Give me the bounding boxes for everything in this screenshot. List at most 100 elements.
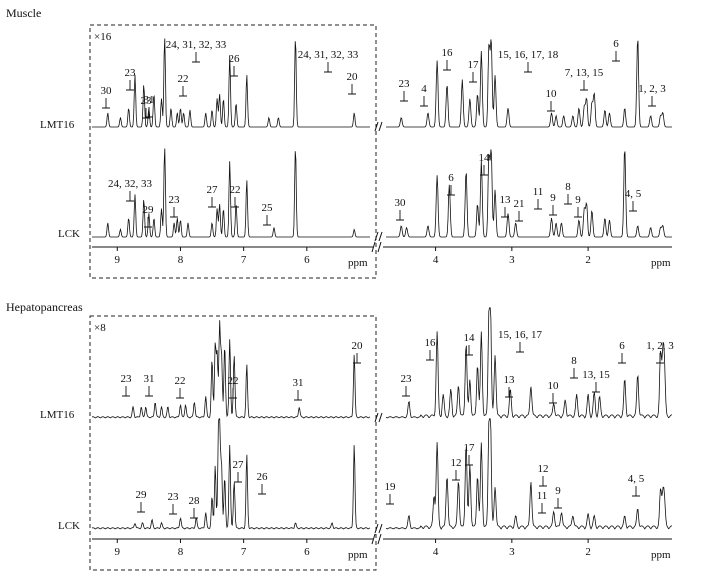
panel-title: Hepatopancreas bbox=[6, 300, 83, 314]
peak-label: 1, 2, 3 bbox=[646, 340, 674, 352]
spectra-group bbox=[92, 38, 672, 242]
peak-label: 16 bbox=[425, 337, 437, 349]
peak-label: 21 bbox=[514, 198, 525, 210]
x-tick-label: 8 bbox=[178, 254, 184, 266]
peak-marker bbox=[447, 185, 455, 196]
peak-label: 8 bbox=[571, 355, 577, 367]
spectrum-lmt16-aliphatic bbox=[385, 307, 672, 419]
peak-marker bbox=[426, 350, 434, 361]
peak-marker bbox=[126, 80, 134, 91]
x-tick-label: 8 bbox=[178, 546, 184, 558]
spectrum-lck-aromatic bbox=[91, 418, 371, 530]
x-axis-label-right: ppm bbox=[651, 549, 671, 561]
peak-label: 23 bbox=[169, 194, 181, 206]
baseline-break-mark bbox=[374, 523, 383, 534]
peak-marker bbox=[574, 207, 582, 218]
peak-marker bbox=[402, 386, 410, 397]
x-tick-label: 7 bbox=[241, 254, 247, 266]
peak-label: 1, 2, 3 bbox=[638, 83, 666, 95]
peak-marker bbox=[580, 80, 588, 91]
spectra-group bbox=[91, 307, 672, 534]
baseline-break-mark bbox=[374, 231, 383, 242]
peak-label: 6 bbox=[613, 38, 619, 50]
peak-marker bbox=[501, 207, 509, 218]
spectrum-lck-aromatic bbox=[92, 148, 370, 238]
peak-marker bbox=[190, 508, 198, 519]
peak-marker bbox=[353, 353, 361, 364]
x-tick-label: 6 bbox=[304, 546, 310, 558]
x-axis: 9 8 7 6 4 3 2 bbox=[92, 533, 672, 558]
peak-label: 9 bbox=[575, 194, 581, 206]
x-tick-label: 6 bbox=[304, 254, 310, 266]
peak-marker bbox=[179, 86, 187, 97]
peak-label: 10 bbox=[546, 88, 558, 100]
peak-marker bbox=[549, 393, 557, 404]
peak-label: 24, 31, 32, 33 bbox=[166, 39, 227, 51]
peak-marker bbox=[612, 51, 620, 62]
peak-label: 9 bbox=[555, 485, 561, 497]
peak-marker bbox=[465, 345, 473, 356]
peak-label: 20 bbox=[352, 340, 364, 352]
peak-marker bbox=[170, 207, 178, 218]
x-axis-label-left: ppm bbox=[348, 257, 368, 269]
peak-label: 14 bbox=[464, 332, 476, 344]
peak-marker bbox=[443, 60, 451, 71]
peak-label: 7, 13, 15 bbox=[565, 67, 604, 79]
series-label-lmt16: LMT16 bbox=[40, 119, 75, 131]
peak-marker bbox=[263, 215, 271, 226]
peak-label: 22 bbox=[178, 73, 189, 85]
peak-marker bbox=[469, 72, 477, 83]
axis-break-mark bbox=[371, 533, 382, 545]
x-axis-label-right: ppm bbox=[651, 257, 671, 269]
peak-marker bbox=[324, 62, 332, 73]
peak-marker bbox=[538, 503, 546, 514]
hepatopancreas-panel: Hepatopancreas ×8 LMT16 LCK 23 31 22 22 3120… bbox=[6, 300, 674, 571]
peak-label: 11 bbox=[537, 490, 548, 502]
peak-label: 23 bbox=[399, 78, 411, 90]
peak-marker bbox=[400, 91, 408, 102]
peak-marker bbox=[570, 368, 578, 379]
peak-marker bbox=[524, 62, 532, 73]
peak-label: 23 bbox=[141, 95, 153, 107]
axis-break-mark bbox=[371, 241, 382, 253]
peak-marker bbox=[169, 504, 177, 515]
peak-label: 26 bbox=[257, 471, 269, 483]
spectrum-lmt16-aliphatic bbox=[386, 39, 672, 128]
peak-marker bbox=[229, 388, 237, 399]
peak-label: 25 bbox=[262, 202, 274, 214]
peak-label: 24, 32, 33 bbox=[108, 178, 153, 190]
peak-label: 27 bbox=[207, 184, 219, 196]
peak-label: 4 bbox=[421, 83, 427, 95]
peak-marker bbox=[231, 197, 239, 208]
peak-label: 31 bbox=[293, 377, 304, 389]
peak-label: 13 bbox=[500, 194, 512, 206]
x-tick-label: 4 bbox=[433, 546, 439, 558]
x-tick-label: 9 bbox=[115, 254, 121, 266]
peak-label: 30 bbox=[395, 197, 407, 209]
annotations-group: 23 31 22 22 31 20 23 16 14 15, 16, 17 13 8 10 13, 15 6… bbox=[121, 329, 674, 519]
x-tick-label: 9 bbox=[115, 546, 121, 558]
spectrum-lmt16-aromatic bbox=[92, 38, 370, 128]
peak-marker bbox=[230, 66, 238, 77]
peak-marker bbox=[137, 502, 145, 513]
peak-marker bbox=[348, 84, 356, 95]
peak-label: 22 bbox=[228, 375, 239, 387]
peak-label: 14 bbox=[479, 152, 491, 164]
peak-label: 22 bbox=[230, 184, 241, 196]
peak-marker bbox=[632, 486, 640, 497]
peak-marker bbox=[515, 211, 523, 222]
peak-label: 10 bbox=[548, 380, 560, 392]
peak-marker bbox=[592, 382, 600, 393]
peak-marker bbox=[145, 386, 153, 397]
peak-marker bbox=[547, 101, 555, 112]
peak-marker bbox=[192, 52, 200, 63]
panel-title: Muscle bbox=[6, 6, 41, 20]
peak-label: 13, 15 bbox=[582, 369, 610, 381]
x-tick-label: 3 bbox=[509, 546, 515, 558]
peak-marker bbox=[516, 342, 524, 353]
x-tick-label: 3 bbox=[509, 254, 515, 266]
peak-marker bbox=[386, 494, 394, 505]
peak-label: 17 bbox=[464, 442, 476, 454]
